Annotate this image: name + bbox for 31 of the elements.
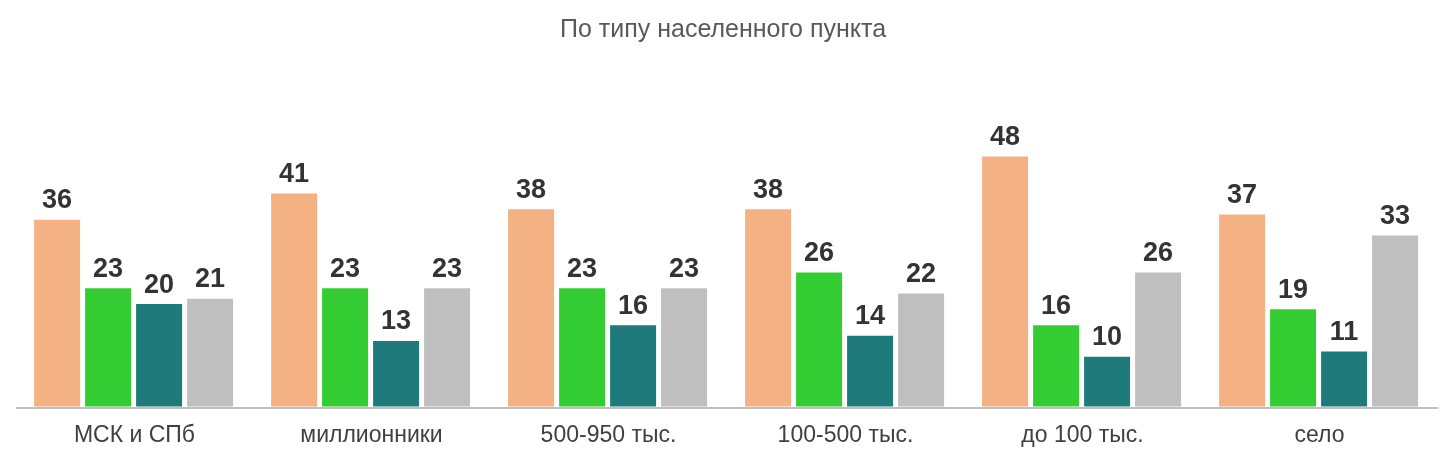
data-label: 21 xyxy=(195,263,226,294)
data-label: 23 xyxy=(567,252,598,283)
data-label: 48 xyxy=(990,121,1021,151)
data-label: 22 xyxy=(906,258,937,289)
data-label: 33 xyxy=(1380,200,1411,231)
x-tick-label: МСК и СПб xyxy=(73,421,196,448)
x-tick-label: 100-500 тыс. xyxy=(777,421,914,448)
data-label: 23 xyxy=(669,252,700,283)
data-label: 36 xyxy=(42,184,73,215)
x-tick-label: 500-950 тыс. xyxy=(540,421,677,448)
data-label: 10 xyxy=(1092,321,1123,352)
data-label: 38 xyxy=(753,173,784,204)
data-label: 41 xyxy=(279,157,310,188)
data-label: 26 xyxy=(1143,236,1174,267)
data-label: 37 xyxy=(1227,178,1258,209)
data-label: 19 xyxy=(1278,273,1309,304)
data-label: 23 xyxy=(432,252,463,283)
data-label: 14 xyxy=(855,300,886,331)
x-tick-label: до 100 тыс. xyxy=(1021,421,1144,448)
data-label: 13 xyxy=(381,305,412,336)
x-tick-label: миллионники xyxy=(300,421,443,448)
data-label: 38 xyxy=(516,173,547,204)
x-tick-label: село xyxy=(1294,421,1345,448)
data-label: 23 xyxy=(93,252,124,283)
chart-title: По типу населенного пункта xyxy=(558,13,888,44)
data-label: 16 xyxy=(1041,289,1072,320)
data-label: 26 xyxy=(804,236,835,267)
data-label: 20 xyxy=(144,268,175,299)
data-label: 23 xyxy=(330,252,361,283)
data-label: 11 xyxy=(1329,316,1359,347)
data-label: 16 xyxy=(618,289,649,320)
